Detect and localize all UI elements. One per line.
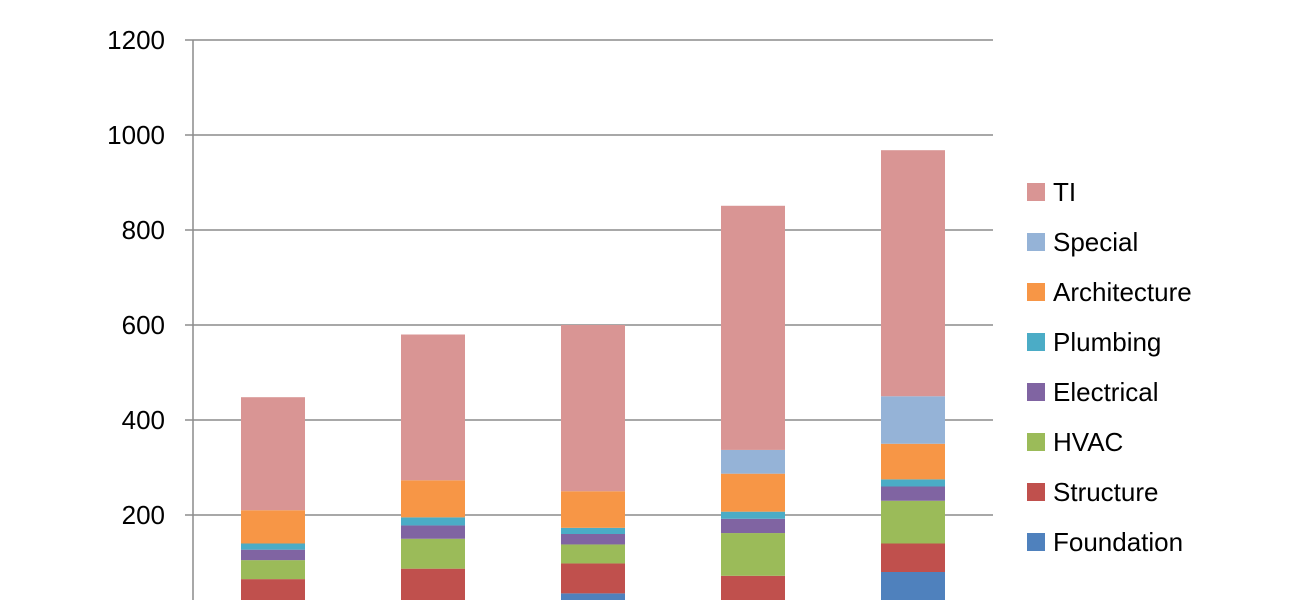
legend-item-ti: TI — [1027, 177, 1076, 207]
y-axis-tick-labels: 200 400 600 800 1000 1200 — [107, 25, 165, 530]
bar-segment-special — [721, 449, 785, 474]
bar-segment-ti — [881, 150, 945, 397]
bar-segment-ti — [721, 205, 785, 450]
bar-segment-plumbing — [241, 543, 305, 550]
bar-segment-plumbing — [721, 511, 785, 519]
bar-segment-hvac — [721, 533, 785, 576]
bar-segment-structure — [721, 575, 785, 600]
legend-swatch — [1027, 533, 1045, 551]
bar-segment-structure — [881, 543, 945, 572]
bar-segment-electrical — [721, 518, 785, 534]
bar-segment-electrical — [561, 534, 625, 545]
legend-item-foundation: Foundation — [1027, 527, 1183, 557]
bar-segment-ti — [561, 325, 625, 492]
bar-segment-foundation — [561, 593, 625, 600]
bar-segment-architecture — [881, 443, 945, 480]
legend-label: Electrical — [1053, 377, 1158, 407]
bar-segment-structure — [401, 568, 465, 600]
bar-segment-hvac — [881, 500, 945, 544]
bar-segment-electrical — [881, 486, 945, 501]
bar-segment-structure — [561, 563, 625, 594]
legend-item-special: Special — [1027, 227, 1138, 257]
legend-item-plumbing: Plumbing — [1027, 327, 1161, 357]
bar-segment-electrical — [241, 549, 305, 561]
legend-label: TI — [1053, 177, 1076, 207]
legend-item-structure: Structure — [1027, 477, 1159, 507]
bar-segment-plumbing — [881, 479, 945, 487]
bar-segment-architecture — [401, 480, 465, 518]
y-tick-label: 400 — [122, 405, 165, 435]
bar-segment-architecture — [721, 473, 785, 512]
legend-item-hvac: HVAC — [1027, 427, 1123, 457]
bar-segment-structure — [241, 579, 305, 600]
legend: TI Special Architecture Plumbing Electrical H… — [1027, 177, 1192, 557]
bar-segment-foundation — [881, 572, 945, 600]
bar-segment-plumbing — [561, 527, 625, 534]
legend-swatch — [1027, 283, 1045, 301]
legend-label: Structure — [1053, 477, 1159, 507]
legend-swatch — [1027, 383, 1045, 401]
bar-segment-architecture — [241, 510, 305, 544]
legend-swatch — [1027, 433, 1045, 451]
legend-swatch — [1027, 233, 1045, 251]
bar-segment-plumbing — [401, 517, 465, 526]
legend-label: Foundation — [1053, 527, 1183, 557]
bar-segment-hvac — [401, 538, 465, 569]
legend-label: Plumbing — [1053, 327, 1161, 357]
legend-swatch — [1027, 333, 1045, 351]
y-tick-label: 1200 — [107, 25, 165, 55]
bar-segment-electrical — [401, 525, 465, 539]
y-tick-label: 1000 — [107, 120, 165, 150]
y-tick-label: 600 — [122, 310, 165, 340]
bars — [241, 150, 945, 600]
legend-swatch — [1027, 183, 1045, 201]
legend-label: Special — [1053, 227, 1138, 257]
legend-item-architecture: Architecture — [1027, 277, 1192, 307]
bar-segment-architecture — [561, 491, 625, 528]
y-tick-label: 800 — [122, 215, 165, 245]
legend-item-electrical: Electrical — [1027, 377, 1158, 407]
y-tick-label: 200 — [122, 500, 165, 530]
legend-label: HVAC — [1053, 427, 1123, 457]
bar-segment-hvac — [241, 560, 305, 580]
bar-segment-ti — [401, 334, 465, 481]
legend-swatch — [1027, 483, 1045, 501]
bar-segment-ti — [241, 397, 305, 511]
legend-label: Architecture — [1053, 277, 1192, 307]
bar-segment-special — [881, 396, 945, 444]
bar-segment-hvac — [561, 544, 625, 564]
